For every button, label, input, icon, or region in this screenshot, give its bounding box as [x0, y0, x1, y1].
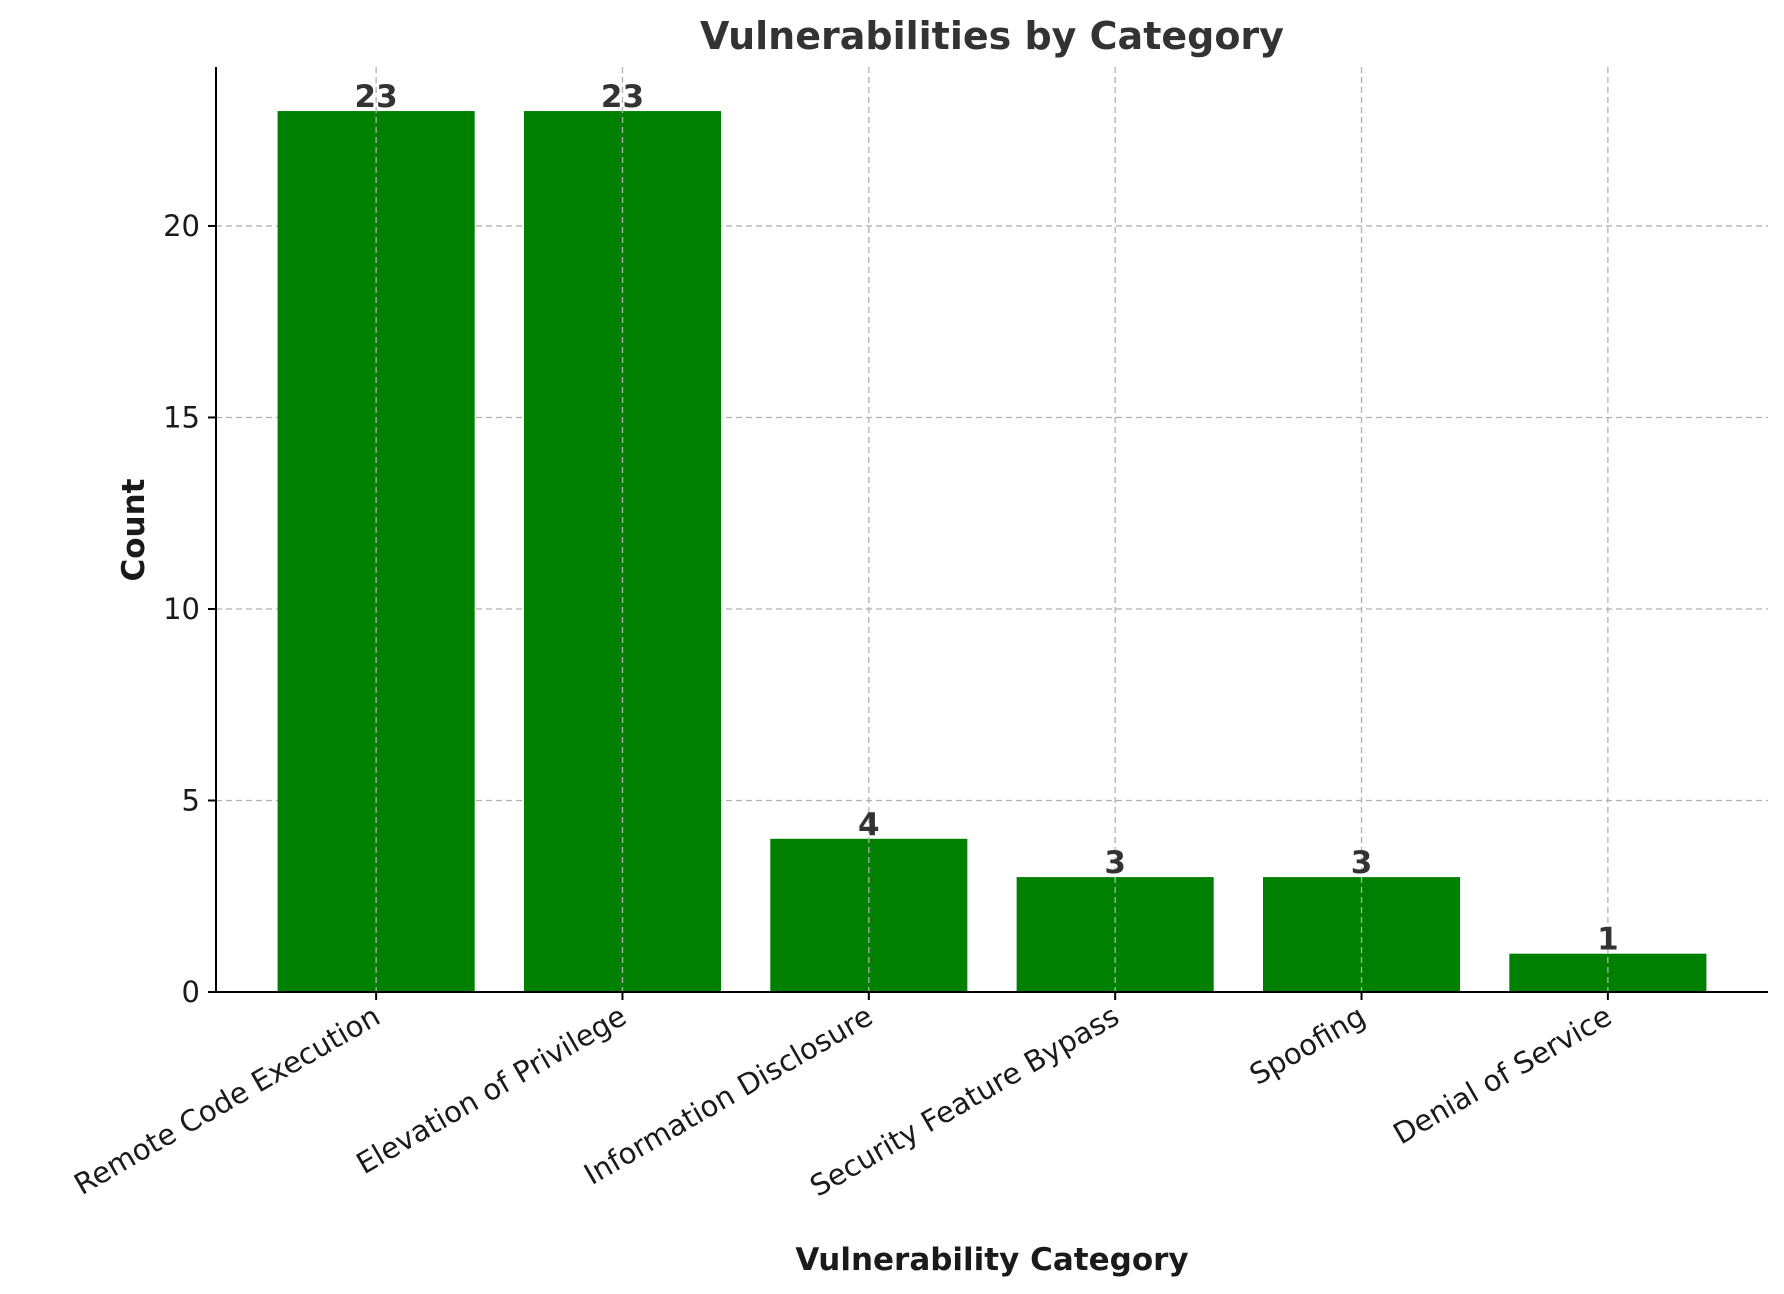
bar: [770, 838, 968, 992]
y-tick-label: 20: [163, 209, 200, 243]
x-tick-label: Elevation of Privilege: [350, 999, 632, 1181]
data-label: 3: [1351, 845, 1373, 881]
axes: [208, 67, 1768, 1000]
data-label: 1: [1597, 922, 1619, 958]
x-tick-label: Remote Code Execution: [68, 999, 385, 1202]
grid: [216, 225, 1768, 802]
vertical-grid: [375, 67, 1609, 992]
data-label: 23: [601, 79, 644, 115]
y-axis-label: Count: [116, 478, 152, 581]
x-tick-label: Spoofing: [1244, 999, 1371, 1092]
bars: [277, 111, 1707, 993]
data-label: 3: [1104, 845, 1126, 881]
x-tick-label: Denial of Service: [1387, 999, 1617, 1151]
y-tick-label: 15: [163, 400, 200, 434]
x-axis-label: Vulnerability Category: [795, 1242, 1188, 1278]
data-label: 4: [858, 807, 880, 843]
data-label: 23: [355, 79, 398, 115]
y-tick-label: 0: [182, 975, 200, 1009]
y-tick-label: 10: [163, 592, 200, 626]
bar: [1016, 877, 1214, 992]
y-tick-label: 5: [182, 783, 200, 817]
bar: [1262, 877, 1461, 992]
chart-title: Vulnerabilities by Category: [700, 14, 1284, 58]
